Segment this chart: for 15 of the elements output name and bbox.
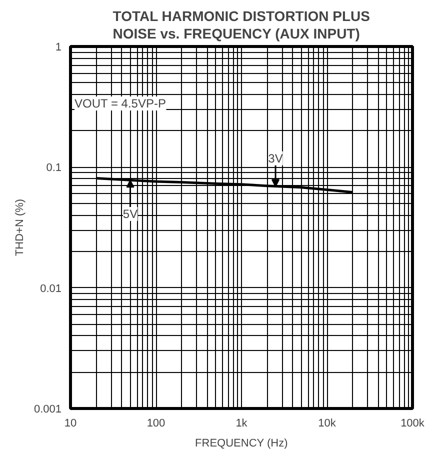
x-tick-label: 1k <box>236 418 248 430</box>
y-tick-label: 0.001 <box>34 404 62 416</box>
x-tick-label: 100 <box>146 418 166 430</box>
x-tick-label: 10 <box>64 418 77 430</box>
y-axis-title: THD+N (%) <box>14 198 26 256</box>
x-tick-label: 100k <box>400 418 425 430</box>
y-tick-label: 1 <box>55 42 62 54</box>
annotation: 5V <box>122 206 138 221</box>
y-tick-label: 0.01 <box>40 282 62 295</box>
x-axis-title: FREQUENCY (Hz) <box>195 438 288 450</box>
annotation: 3V <box>268 151 283 166</box>
annotation: VOUT = 4.5VP-P <box>74 96 166 110</box>
y-tick-label: 0.1 <box>46 162 62 174</box>
chart-title: TOTAL HARMONIC DISTORTION PLUS NOISE vs. FREQUENCY (AUX INPUT) <box>112 8 370 42</box>
x-tick-label: 10k <box>318 418 336 430</box>
